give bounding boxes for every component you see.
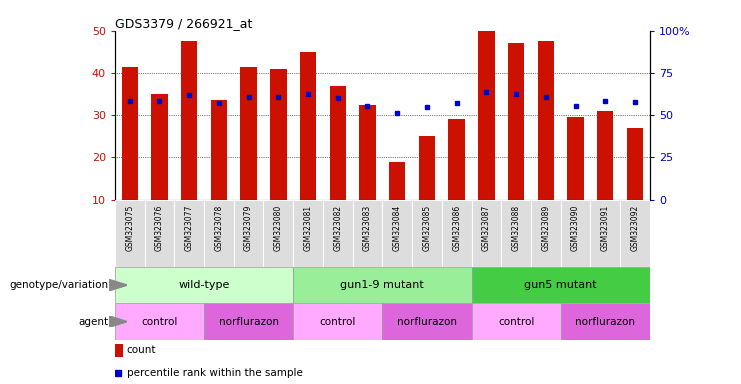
Bar <box>538 41 554 200</box>
Bar <box>122 67 138 200</box>
Bar <box>323 200 353 267</box>
Text: GSM323087: GSM323087 <box>482 205 491 251</box>
Text: GSM323092: GSM323092 <box>631 205 639 251</box>
Bar <box>501 200 531 267</box>
Bar <box>270 69 287 200</box>
Text: GSM323088: GSM323088 <box>511 205 521 251</box>
Text: control: control <box>498 316 534 327</box>
Bar <box>174 200 204 267</box>
Text: GSM323086: GSM323086 <box>452 205 461 251</box>
Bar <box>471 303 561 340</box>
Bar <box>115 267 293 303</box>
Text: GDS3379 / 266921_at: GDS3379 / 266921_at <box>115 17 252 30</box>
Text: gun5 mutant: gun5 mutant <box>525 280 597 290</box>
Text: count: count <box>127 346 156 356</box>
Bar <box>561 303 650 340</box>
Bar <box>210 100 227 200</box>
Bar <box>240 67 257 200</box>
Bar <box>531 200 561 267</box>
Text: wild-type: wild-type <box>179 280 230 290</box>
Bar <box>382 303 471 340</box>
Text: GSM323085: GSM323085 <box>422 205 431 251</box>
Text: gun1-9 mutant: gun1-9 mutant <box>340 280 425 290</box>
Bar <box>382 200 412 267</box>
Bar <box>181 41 197 200</box>
Text: GSM323090: GSM323090 <box>571 205 580 252</box>
Bar <box>353 200 382 267</box>
Bar <box>389 162 405 200</box>
Bar <box>591 200 620 267</box>
Bar <box>561 200 591 267</box>
Text: agent: agent <box>79 316 109 327</box>
Bar <box>442 200 471 267</box>
Text: GSM323077: GSM323077 <box>185 205 193 252</box>
Bar <box>233 200 264 267</box>
Text: GSM323082: GSM323082 <box>333 205 342 251</box>
Text: GSM323091: GSM323091 <box>601 205 610 251</box>
Text: GSM323078: GSM323078 <box>214 205 223 251</box>
Text: GSM323080: GSM323080 <box>274 205 283 251</box>
Bar <box>144 200 174 267</box>
Bar <box>293 200 323 267</box>
Text: GSM323084: GSM323084 <box>393 205 402 251</box>
Bar <box>627 128 643 200</box>
Bar <box>293 303 382 340</box>
Text: norflurazon: norflurazon <box>219 316 279 327</box>
Bar <box>412 200 442 267</box>
Bar <box>115 200 144 267</box>
Text: GSM323079: GSM323079 <box>244 205 253 252</box>
Text: genotype/variation: genotype/variation <box>10 280 109 290</box>
Bar <box>359 104 376 200</box>
Bar <box>330 86 346 200</box>
Bar <box>568 117 584 200</box>
Bar <box>478 31 494 200</box>
Bar <box>115 344 123 357</box>
Bar <box>300 52 316 200</box>
Text: norflurazon: norflurazon <box>575 316 635 327</box>
Bar <box>204 303 293 340</box>
Bar <box>151 94 167 200</box>
Bar <box>115 303 204 340</box>
Bar <box>204 200 233 267</box>
Bar <box>471 200 501 267</box>
Bar <box>293 267 471 303</box>
Text: control: control <box>142 316 178 327</box>
Text: GSM323089: GSM323089 <box>542 205 551 251</box>
Text: GSM323075: GSM323075 <box>125 205 134 252</box>
Bar <box>264 200 293 267</box>
Text: percentile rank within the sample: percentile rank within the sample <box>127 368 302 378</box>
Polygon shape <box>109 316 127 327</box>
Bar <box>620 200 650 267</box>
Text: GSM323081: GSM323081 <box>304 205 313 251</box>
Bar <box>471 267 650 303</box>
Bar <box>508 43 525 200</box>
Bar <box>419 136 435 200</box>
Text: norflurazon: norflurazon <box>397 316 457 327</box>
Text: GSM323083: GSM323083 <box>363 205 372 251</box>
Text: control: control <box>319 316 356 327</box>
Bar <box>597 111 614 200</box>
Polygon shape <box>109 280 127 291</box>
Text: GSM323076: GSM323076 <box>155 205 164 252</box>
Bar <box>448 119 465 200</box>
